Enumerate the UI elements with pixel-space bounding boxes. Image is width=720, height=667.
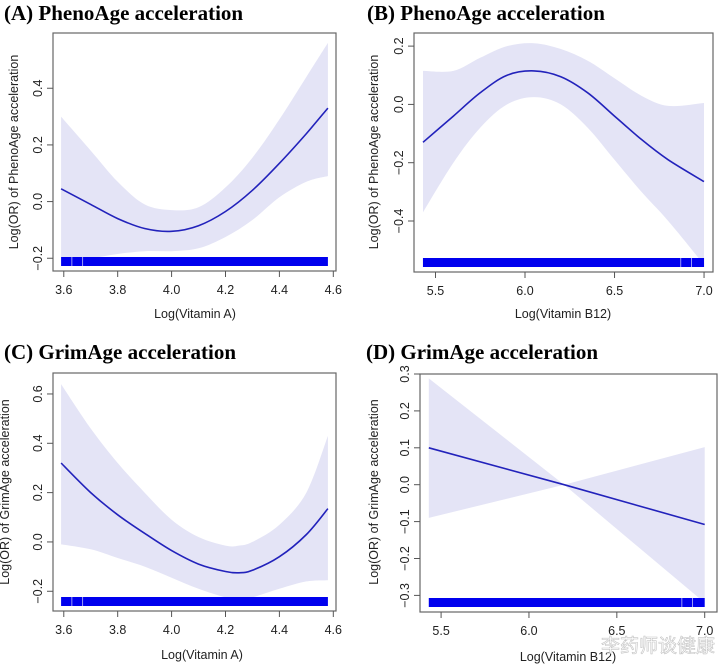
y-tick-label: 0.2 xyxy=(31,136,45,153)
rug-plot xyxy=(422,258,705,267)
y-tick-label: 0.2 xyxy=(398,402,412,419)
plot-area: 5.5 6.0 6.5 7.0 −0.3 −0.2 −0.1 0.0 0.1 0.2 0.3 xyxy=(398,365,718,638)
confidence-band xyxy=(423,43,704,265)
x-tick-label: 4.6 xyxy=(325,283,342,297)
rug-plot xyxy=(61,597,328,606)
x-tick-label: 6.5 xyxy=(608,624,625,638)
plot-frame xyxy=(52,32,337,272)
y-tick-label: 0.4 xyxy=(31,80,45,97)
x-tick-label: 3.6 xyxy=(55,623,72,637)
x-tick-label: 4.0 xyxy=(163,283,180,297)
plot-frame xyxy=(419,373,718,613)
x-axis-label: Log(Vitamin B12) xyxy=(520,650,616,664)
y-tick-label: −0.2 xyxy=(398,546,412,571)
y-axis-label: Log(OR) of GrimAge acceleration xyxy=(0,399,12,585)
y-tick-label: 0.0 xyxy=(392,96,406,113)
y-tick-label: 0.4 xyxy=(31,435,45,452)
panel-c: (C) GrimAge acceleration 3.6 3.8 4.0 4.2 4.4… xyxy=(0,340,342,662)
y-tick-label: 0.6 xyxy=(31,385,45,402)
rug-plot xyxy=(61,257,328,266)
plot-frame xyxy=(413,32,714,273)
x-tick-label: 4.2 xyxy=(217,283,234,297)
y-tick-label: −0.2 xyxy=(31,579,45,604)
y-tick-label: −0.4 xyxy=(392,209,406,234)
x-tick-label: 4.2 xyxy=(217,623,234,637)
estimate-line xyxy=(422,70,705,183)
x-axis-label: Log(Vitamin A) xyxy=(161,648,243,662)
x-tick-label: 7.0 xyxy=(696,624,713,638)
y-tick-label: 0.2 xyxy=(392,37,406,54)
panel-a: (A) PhenoAge acceleration 3.6 3.8 4.0 4.2 4.… xyxy=(4,1,342,321)
confidence-band xyxy=(61,384,328,600)
panel-title: (A) PhenoAge acceleration xyxy=(4,1,243,25)
y-tick-label: −0.2 xyxy=(392,150,406,175)
x-tick-label: 4.0 xyxy=(163,623,180,637)
y-tick-label: 0.1 xyxy=(398,439,412,456)
x-tick-label: 6.0 xyxy=(516,284,533,298)
x-tick-label: 3.8 xyxy=(109,283,126,297)
y-axis-label: Log(OR) of PhenoAge acceleration xyxy=(7,55,21,250)
x-tick-label: 7.0 xyxy=(695,284,712,298)
y-tick-label: −0.3 xyxy=(398,583,412,608)
x-tick-label: 4.4 xyxy=(271,283,288,297)
panel-b: (B) PhenoAge acceleration 5.5 6.0 6.5 7.0 −0… xyxy=(367,1,714,321)
y-tick-label: 0.3 xyxy=(398,365,412,382)
x-tick-label: 6.0 xyxy=(520,624,537,638)
y-tick-label: 0.2 xyxy=(31,484,45,501)
panel-title: (B) PhenoAge acceleration xyxy=(367,1,605,25)
y-tick-label: 0.0 xyxy=(31,533,45,550)
y-tick-label: −0.2 xyxy=(31,246,45,271)
plot-area: 3.6 3.8 4.0 4.2 4.4 4.6 −0.2 0.0 0.2 0.4 0.6 xyxy=(31,372,342,637)
plot-frame xyxy=(52,372,337,612)
x-axis-label: Log(Vitamin A) xyxy=(154,307,236,321)
x-tick-label: 6.5 xyxy=(606,284,623,298)
x-axis-label: Log(Vitamin B12) xyxy=(515,307,611,321)
x-tick-label: 5.5 xyxy=(432,624,449,638)
y-tick-label: −0.1 xyxy=(398,509,412,534)
plot-area: 3.6 3.8 4.0 4.2 4.4 4.6 −0.2 0.0 0.2 0.4 xyxy=(31,32,342,297)
x-tick-label: 4.4 xyxy=(271,623,288,637)
estimate-line xyxy=(60,107,329,233)
x-tick-label: 5.5 xyxy=(427,284,444,298)
y-tick-label: 0.0 xyxy=(31,193,45,210)
panel-title: (C) GrimAge acceleration xyxy=(4,340,236,364)
x-tick-label: 3.8 xyxy=(109,623,126,637)
y-tick-label: 0.0 xyxy=(398,476,412,493)
y-axis-label: Log(OR) of GrimAge acceleration xyxy=(367,399,381,585)
plot-area: 5.5 6.0 6.5 7.0 −0.4 −0.2 0.0 0.2 xyxy=(392,32,714,298)
watermark: 李药师谈健康 xyxy=(601,635,715,657)
estimate-line xyxy=(428,447,705,526)
estimate-line xyxy=(60,462,329,574)
x-tick-label: 3.6 xyxy=(55,283,72,297)
panel-title: (D) GrimAge acceleration xyxy=(366,340,598,364)
confidence-band xyxy=(428,378,705,603)
y-axis-label: Log(OR) of PhenoAge acceleration xyxy=(367,55,381,250)
confidence-band xyxy=(61,42,328,262)
x-tick-label: 4.6 xyxy=(325,623,342,637)
rug-plot xyxy=(428,598,705,607)
panel-d: (D) GrimAge acceleration 5.5 6.0 6.5 7.0 −0.… xyxy=(366,340,718,664)
